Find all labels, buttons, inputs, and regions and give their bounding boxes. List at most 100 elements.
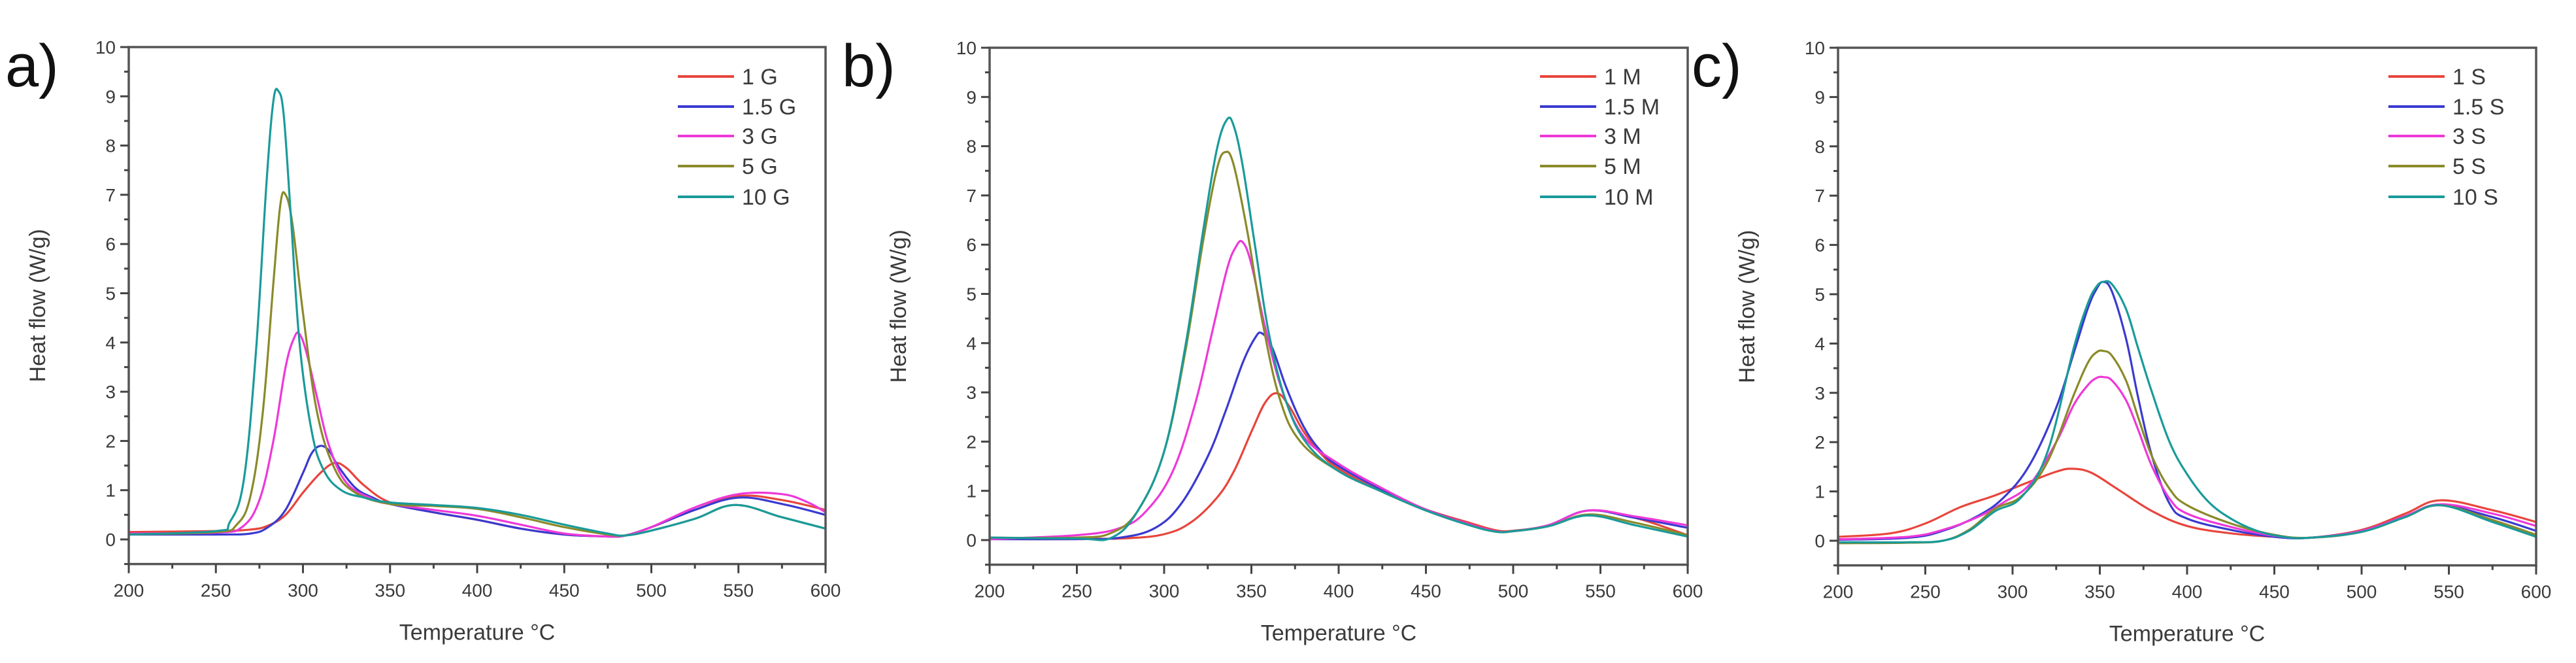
legend-label: 1.5 M — [1604, 95, 1660, 120]
series-line — [990, 150, 1688, 539]
y-tick-label: 8 — [966, 137, 977, 157]
y-tick-label: 3 — [1815, 383, 1825, 403]
legend: 1 M 1.5 M 3 M 5 M 10 M — [1540, 65, 1660, 210]
series-line — [1838, 280, 2536, 544]
legend-label: 3 M — [1604, 124, 1641, 149]
y-tick-label: 7 — [1815, 186, 1825, 206]
y-tick-label: 5 — [105, 284, 116, 304]
y-tick-label: 2 — [966, 432, 977, 452]
x-tick-label: 600 — [811, 581, 841, 601]
x-tick-label: 500 — [1498, 581, 1529, 602]
x-tick-label: 400 — [462, 581, 493, 601]
legend-label: 1 M — [1604, 65, 1641, 90]
x-tick-label: 300 — [288, 581, 318, 601]
y-axis-title: Heat flow (W/g) — [25, 229, 50, 382]
legend: 1 G 1.5 G 3 G 5 G 10 G — [678, 65, 796, 210]
x-tick-label: 450 — [2259, 582, 2290, 602]
chart-panel-a: a) 0 1 2 3 4 5 6 7 8 9 10 200 250 300 350 400 450 500 550 60… — [5, 33, 841, 645]
x-axis-title: Temperature °C — [2109, 622, 2265, 647]
y-tick-label: 3 — [966, 382, 977, 403]
series-line — [990, 116, 1688, 541]
panel-label: c) — [1692, 33, 1742, 99]
legend-label: 3 G — [742, 124, 778, 149]
y-tick-label: 10 — [1805, 38, 1825, 58]
x-tick-label: 250 — [1062, 581, 1092, 602]
legend: 1 S 1.5 S 3 S 5 S 10 S — [2388, 65, 2504, 210]
plot-area — [990, 116, 1688, 541]
y-tick-label: 4 — [966, 333, 977, 354]
legend-label: 10 M — [1604, 185, 1654, 210]
legend-label: 5 G — [742, 154, 778, 179]
panel-label: b) — [842, 33, 895, 99]
plot-frame — [988, 46, 1689, 566]
legend-label: 5 M — [1604, 154, 1641, 179]
legend-label: 1.5 S — [2452, 95, 2504, 120]
y-axis-title: Heat flow (W/g) — [1735, 230, 1760, 383]
y-tick-label: 2 — [1815, 432, 1825, 452]
series-line — [129, 445, 826, 538]
y-tick-label: 0 — [966, 530, 977, 551]
legend-label: 10 G — [742, 185, 790, 210]
x-tick-label: 200 — [975, 581, 1005, 602]
y-tick-label: 7 — [105, 185, 116, 205]
y-tick-label: 9 — [105, 86, 116, 107]
plot-area — [129, 88, 826, 538]
y-tick-label: 10 — [956, 38, 977, 58]
x-axis-title: Temperature °C — [399, 620, 555, 645]
legend-label: 5 S — [2452, 154, 2486, 179]
series-line — [990, 332, 1688, 541]
x-tick-label: 550 — [2434, 582, 2464, 602]
chart-panel-c: c) 0 1 2 3 4 5 6 7 8 9 10 200 250 300 350 400 450 500 550 60… — [1692, 33, 2551, 647]
y-tick-label: 3 — [105, 382, 116, 402]
y-tick-label: 6 — [966, 235, 977, 255]
series-line — [990, 239, 1688, 541]
y-tick-label: 2 — [105, 431, 116, 451]
x-tick-label: 350 — [2084, 582, 2115, 602]
legend-label: 3 S — [2452, 124, 2486, 149]
x-tick-label: 250 — [1910, 582, 1941, 602]
y-tick-label: 0 — [1815, 531, 1825, 551]
y-tick-label: 9 — [966, 87, 977, 107]
x-tick-label: 550 — [723, 581, 754, 601]
plot-frame — [1837, 46, 2537, 567]
series-line — [129, 191, 826, 537]
legend-label: 10 S — [2452, 185, 2498, 210]
x-tick-label: 600 — [1673, 581, 1703, 602]
series-line — [1838, 468, 2536, 539]
y-tick-label: 1 — [966, 481, 977, 502]
x-tick-label: 600 — [2521, 582, 2552, 602]
plot-area — [1838, 280, 2536, 545]
y-tick-label: 5 — [1815, 284, 1825, 305]
x-tick-label: 350 — [375, 581, 405, 601]
series-line — [129, 331, 826, 538]
y-tick-label: 6 — [1815, 235, 1825, 256]
y-tick-label: 9 — [1815, 87, 1825, 107]
chart-panel-b: b) 0 1 2 3 4 5 6 7 8 9 10 200 250 300 350 400 450 500 550 60… — [842, 33, 1703, 646]
x-tick-label: 250 — [201, 581, 231, 601]
y-tick-label: 5 — [966, 284, 977, 305]
x-tick-label: 450 — [1411, 581, 1441, 602]
x-tick-label: 450 — [549, 581, 580, 601]
x-tick-label: 200 — [114, 581, 144, 601]
y-tick-label: 10 — [95, 37, 116, 58]
legend-label: 1 G — [742, 65, 778, 90]
x-tick-label: 350 — [1236, 581, 1267, 602]
legend-label: 1 S — [2452, 65, 2486, 90]
legend-label: 1.5 G — [742, 95, 796, 120]
y-axis-title: Heat flow (W/g) — [886, 230, 911, 382]
y-tick-label: 1 — [105, 481, 116, 501]
y-tick-label: 1 — [1815, 482, 1825, 502]
y-tick-label: 0 — [105, 530, 116, 550]
y-tick-label: 7 — [966, 186, 977, 206]
x-tick-label: 400 — [1324, 581, 1354, 602]
y-tick-label: 4 — [1815, 333, 1825, 354]
x-tick-label: 500 — [636, 581, 667, 601]
series-line — [129, 88, 826, 537]
y-tick-label: 8 — [105, 136, 116, 156]
x-tick-label: 200 — [1823, 582, 1854, 602]
y-tick-label: 8 — [1815, 137, 1825, 157]
x-tick-label: 550 — [1585, 581, 1616, 602]
panel-label: a) — [5, 33, 59, 99]
y-tick-label: 4 — [105, 333, 116, 353]
